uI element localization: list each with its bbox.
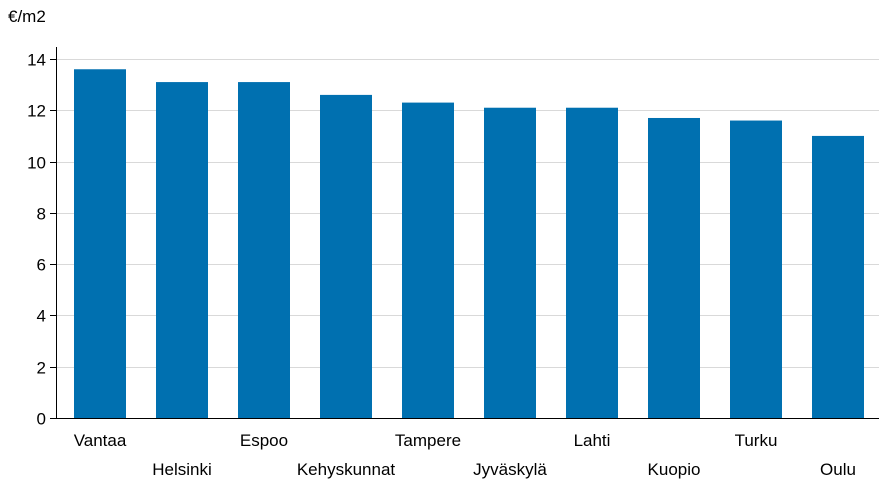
bar-espoo [238, 82, 290, 418]
y-tick-label: 6 [37, 256, 46, 275]
y-tick-label: 4 [37, 307, 46, 326]
y-tick-label: 12 [27, 102, 46, 121]
bar-turku [730, 120, 782, 419]
x-category-label: Kehyskunnat [297, 460, 396, 479]
x-category-labels: Vantaa Helsinki Espoo Kehyskunnat Tampere Jyv… [74, 431, 856, 479]
bar-jyväskylä [484, 107, 536, 418]
x-category-label: Lahti [574, 431, 611, 450]
x-category-label: Jyväskylä [473, 460, 547, 479]
x-category-label: Espoo [240, 431, 288, 450]
bar-tampere [402, 102, 454, 418]
bar-oulu [812, 135, 864, 418]
axes [50, 47, 879, 419]
x-category-label: Vantaa [74, 431, 127, 450]
x-category-label: Helsinki [152, 460, 212, 479]
x-category-label: Tampere [395, 431, 461, 450]
y-tick-label: 10 [27, 154, 46, 173]
y-tick-labels: 0 2 4 6 8 10 12 14 [27, 51, 46, 429]
y-tick-label: 14 [27, 51, 46, 70]
y-axis-unit-label: €/m2 [8, 7, 46, 26]
y-tick-label: 0 [37, 410, 46, 429]
bar-kehyskunnat [320, 94, 372, 419]
bar-kuopio [648, 117, 700, 418]
x-category-label: Kuopio [648, 460, 701, 479]
x-category-label: Oulu [820, 460, 856, 479]
bar-lahti [566, 107, 618, 418]
y-tick-label: 8 [37, 205, 46, 224]
bar-helsinki [156, 82, 208, 418]
x-category-label: Turku [735, 431, 778, 450]
bar-vantaa [74, 69, 126, 418]
y-tick-label: 2 [37, 359, 46, 378]
bars [74, 69, 864, 419]
